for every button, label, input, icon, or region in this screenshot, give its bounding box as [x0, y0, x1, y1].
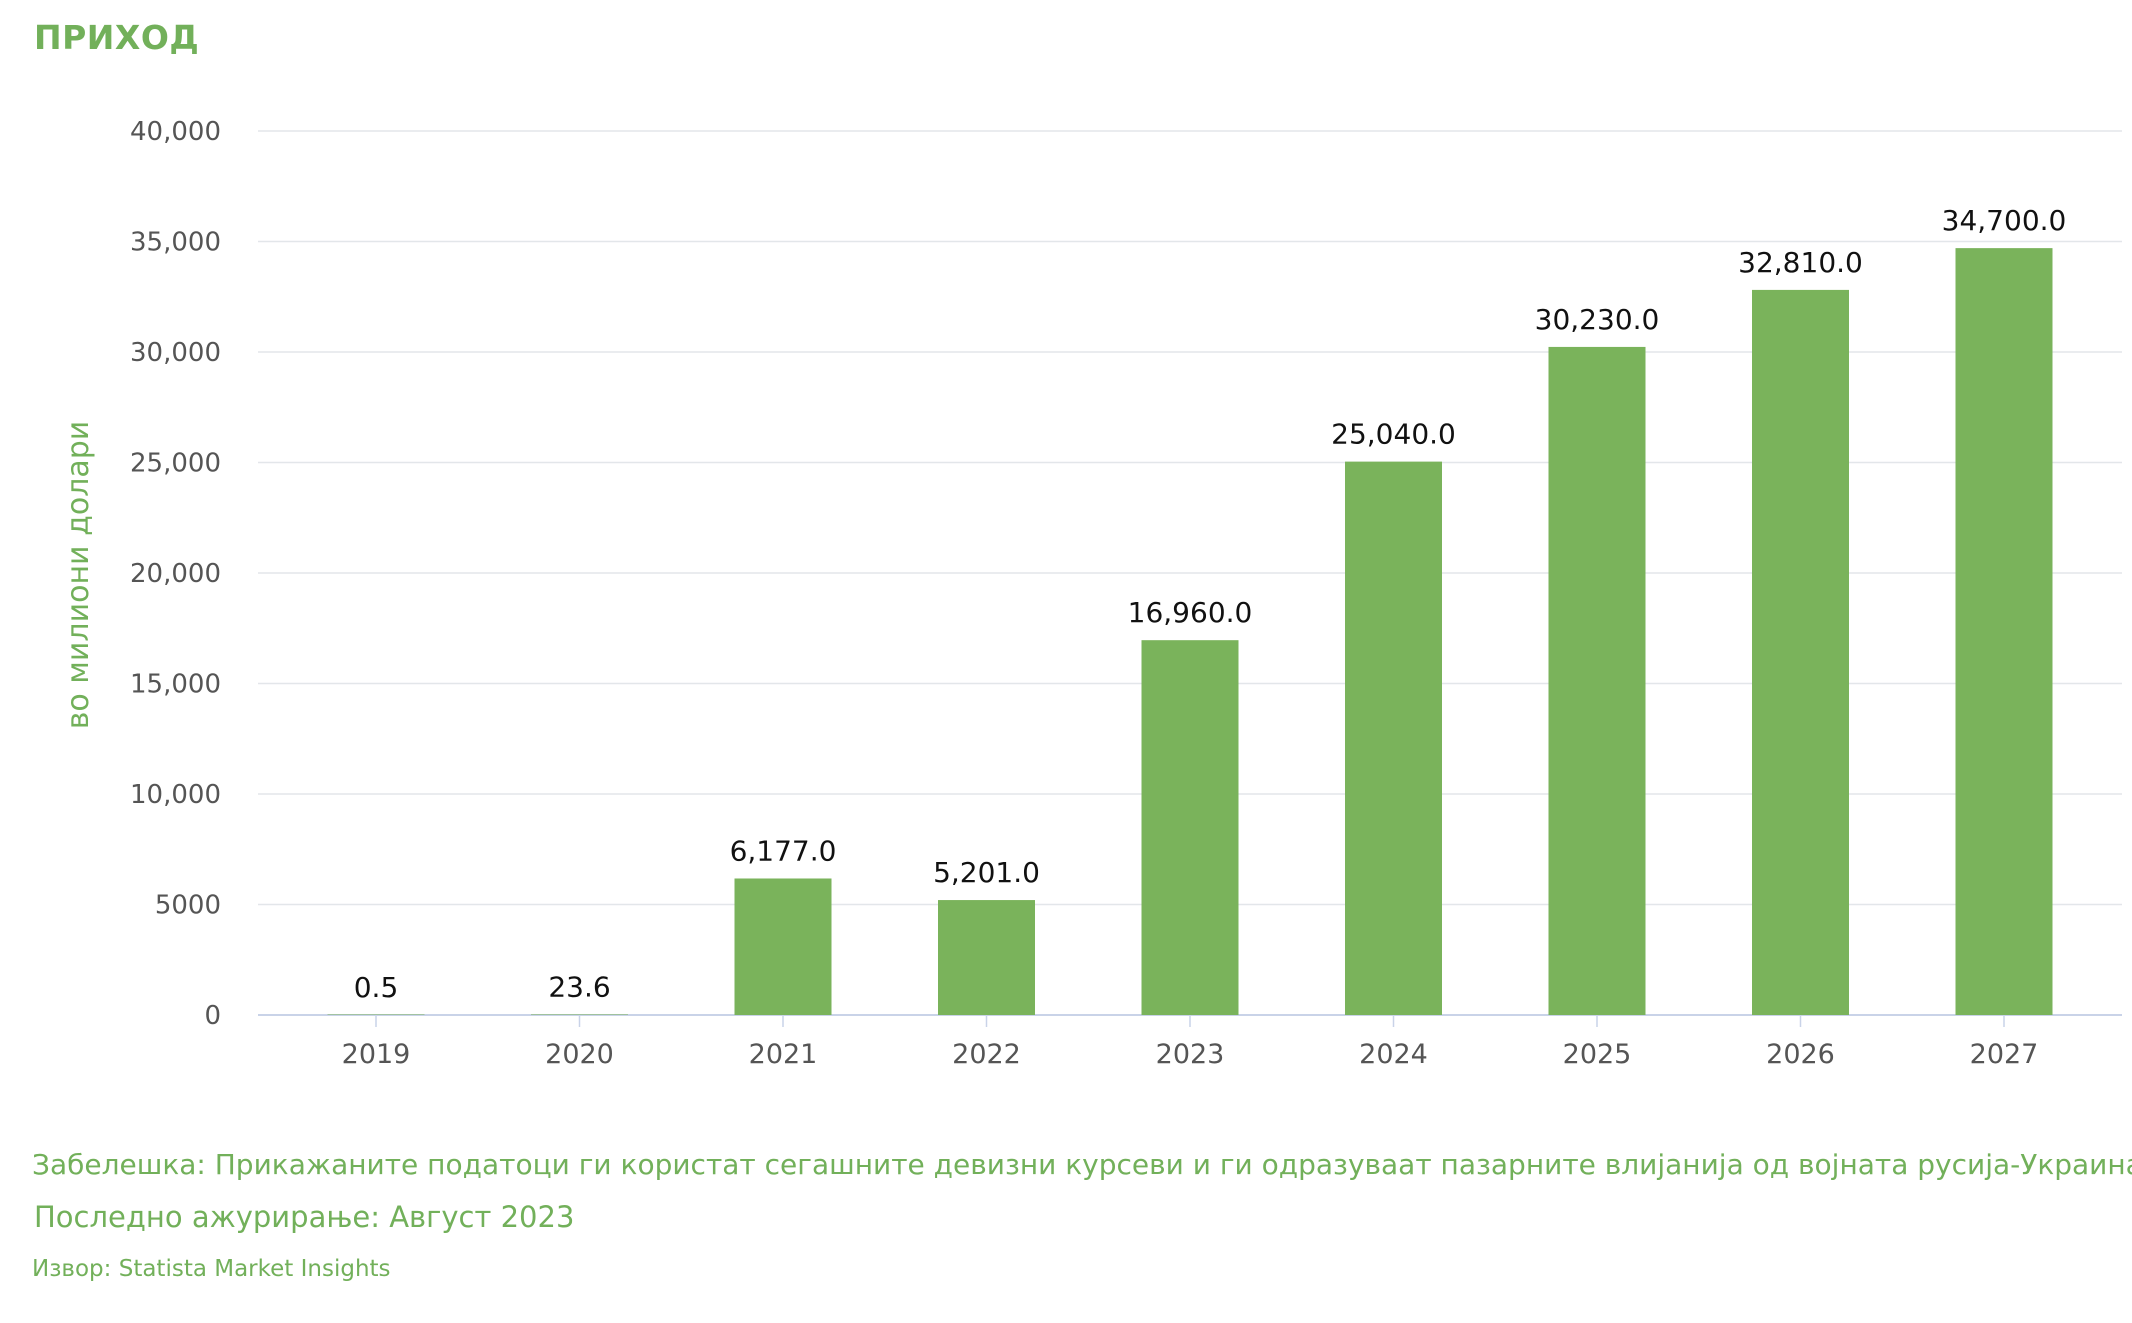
value-label-2023: 16,960.0 [1128, 596, 1253, 629]
x-axis-ticks: 2019 2020 2021 2022 2023 2024 2025 2026 2027 [342, 1015, 2039, 1070]
y-tick-label: 25,000 [130, 449, 221, 479]
x-tick-label-2023: 2023 [1156, 1039, 1225, 1070]
y-tick-label: 30,000 [130, 338, 221, 368]
y-axis-ticks: 0 5000 10,000 15,000 20,000 25,000 30,000 35,00… [130, 117, 221, 1031]
x-tick-label-2020: 2020 [545, 1039, 614, 1070]
x-tick-label-2026: 2026 [1766, 1039, 1835, 1070]
y-tick-label: 35,000 [130, 228, 221, 258]
bar-2022[interactable] [938, 900, 1035, 1015]
x-tick-label-2024: 2024 [1359, 1039, 1428, 1070]
value-label-2026: 32,810.0 [1738, 246, 1863, 279]
y-tick-label: 15,000 [130, 670, 221, 700]
value-label-2021: 6,177.0 [730, 834, 837, 867]
bar-2024[interactable] [1345, 461, 1442, 1016]
bar-2023[interactable] [1141, 640, 1239, 1015]
x-tick-label-2022: 2022 [952, 1039, 1021, 1070]
x-tick-label-2025: 2025 [1563, 1039, 1632, 1070]
bar-2019[interactable] [327, 1014, 425, 1016]
bar-2025[interactable] [1548, 346, 1646, 1015]
footer-updated: Последно ажурирање: Август 2023 [34, 1200, 575, 1234]
x-tick-label-2021: 2021 [749, 1039, 818, 1070]
value-label-2022: 5,201.0 [933, 856, 1040, 889]
bar-2027[interactable] [1955, 248, 2053, 1015]
y-tick-label: 20,000 [130, 559, 221, 589]
bar-2021[interactable] [734, 878, 832, 1015]
x-tick-label-2019: 2019 [342, 1039, 411, 1070]
x-tick-label-2027: 2027 [1970, 1039, 2039, 1070]
value-label-2019: 0.5 [354, 971, 399, 1004]
value-label-2020: 23.6 [548, 970, 610, 1003]
bars [327, 248, 2053, 1016]
y-tick-label: 40,000 [130, 117, 221, 147]
bar-2026[interactable] [1752, 289, 1849, 1015]
value-labels: 0.5 23.6 6,177.0 5,201.0 16,960.0 25,040.0 30,… [354, 204, 2067, 1004]
value-label-2027: 34,700.0 [1942, 204, 2067, 237]
bar-2020[interactable] [531, 1014, 628, 1015]
value-label-2024: 25,040.0 [1331, 418, 1456, 451]
y-axis-title: во милиони долари [61, 421, 96, 730]
y-tick-label: 0 [204, 1001, 221, 1031]
footer-source: Извор: Statista Market Insights [32, 1256, 391, 1282]
y-tick-label: 5000 [155, 891, 221, 921]
y-tick-label: 10,000 [130, 780, 221, 810]
value-label-2025: 30,230.0 [1535, 303, 1660, 336]
footer-note: Забелешка: Прикажаните податоци ги корис… [32, 1148, 2132, 1181]
chart-title: ПРИХОД [34, 18, 200, 57]
